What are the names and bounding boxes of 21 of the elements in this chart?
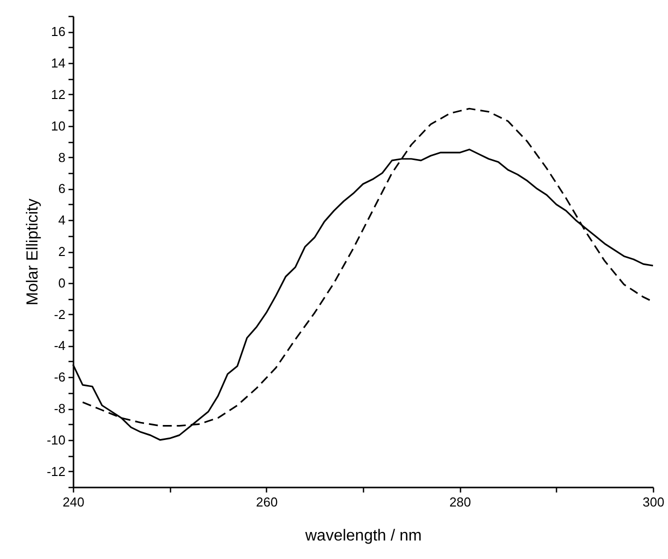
y-tick-label: 12 <box>51 87 66 102</box>
x-tick-label: 300 <box>642 494 664 510</box>
y-axis-title: Molar Ellipticity <box>24 198 42 306</box>
y-tick-label: 16 <box>51 24 66 40</box>
y-tick-label: 2 <box>58 244 66 259</box>
x-tick-label: 240 <box>62 494 84 510</box>
x-axis-title: wavelength / nm <box>304 528 422 544</box>
y-tick-label: 6 <box>58 181 66 196</box>
y-tick-label: 0 <box>58 275 66 290</box>
y-tick-label: -2 <box>54 306 66 322</box>
y-tick-label: -8 <box>54 401 66 416</box>
y-tick-label: -10 <box>46 432 66 448</box>
y-tick-label: -12 <box>46 464 66 479</box>
y-tick-label: -6 <box>54 370 66 385</box>
y-tick-label: 10 <box>51 118 66 134</box>
x-tick-label: 280 <box>449 494 472 510</box>
y-tick-label: -4 <box>54 338 66 354</box>
y-tick-label: 14 <box>51 56 66 71</box>
y-tick-label: 4 <box>58 212 66 228</box>
x-tick-label: 260 <box>256 494 278 510</box>
y-tick-label: 8 <box>58 150 66 165</box>
